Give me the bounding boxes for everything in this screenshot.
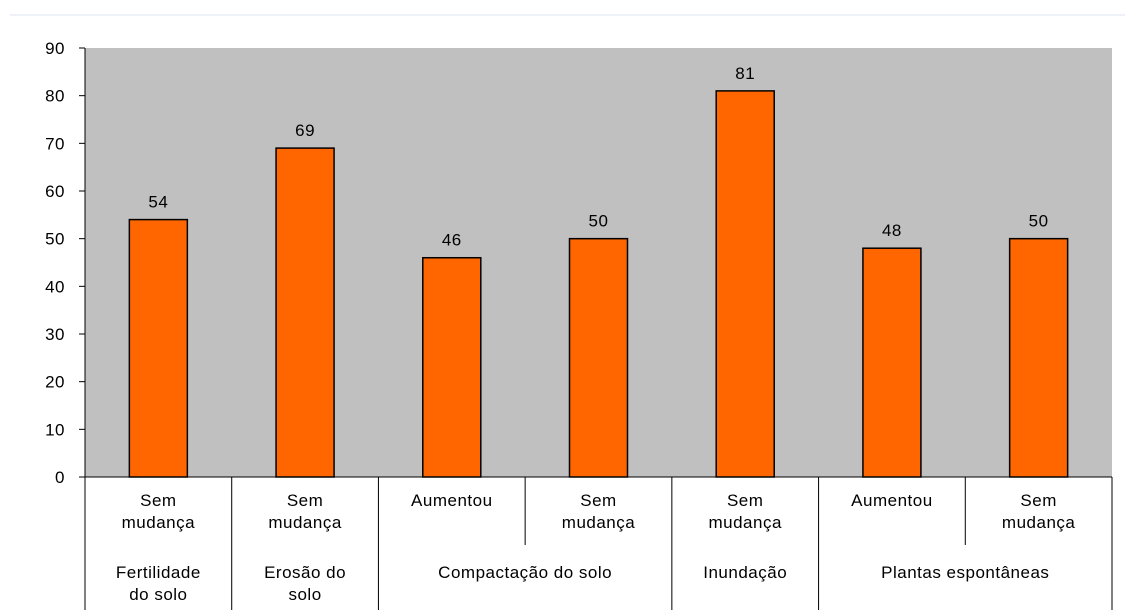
group-label: Plantas espontâneas [881, 563, 1049, 582]
bar [568, 237, 629, 478]
group-label: Compactação do solo [438, 563, 612, 582]
bar [422, 256, 482, 478]
data-label: 69 [295, 121, 315, 140]
x-tick-label: Sem mudança [122, 491, 195, 532]
bar [275, 147, 335, 478]
y-tick-label: 70 [45, 134, 65, 153]
data-label: 50 [589, 212, 609, 231]
y-tick-label: 80 [45, 87, 65, 106]
y-tick-label: 60 [45, 182, 65, 201]
group-label: Fertilidade do solo [116, 563, 201, 604]
x-tick-label: Aumentou [411, 491, 493, 510]
data-label: 50 [1029, 212, 1049, 231]
bar [1008, 237, 1069, 478]
x-tick-label: Sem mudança [268, 491, 341, 532]
y-tick-label: 20 [45, 373, 65, 392]
bar [862, 247, 922, 478]
x-tick-label: Sem mudança [1002, 491, 1075, 532]
x-tick-label: Aumentou [851, 491, 933, 510]
bar [715, 90, 775, 478]
group-label: Inundação [703, 563, 787, 582]
bar [128, 218, 189, 478]
y-tick-label: 10 [45, 420, 65, 439]
group-label: Erosão do solo [264, 563, 346, 604]
data-label: 46 [442, 231, 462, 250]
data-label: 54 [148, 193, 168, 212]
x-tick-label: Sem mudança [708, 491, 781, 532]
y-tick-label: 40 [45, 277, 65, 296]
x-tick-label: Sem mudança [562, 491, 635, 532]
y-tick-label: 30 [45, 325, 65, 344]
y-tick-label: 90 [45, 39, 65, 58]
y-tick-label: 50 [45, 230, 65, 249]
data-label: 81 [735, 64, 755, 83]
y-tick-label: 0 [55, 468, 65, 487]
data-label: 48 [882, 221, 902, 240]
